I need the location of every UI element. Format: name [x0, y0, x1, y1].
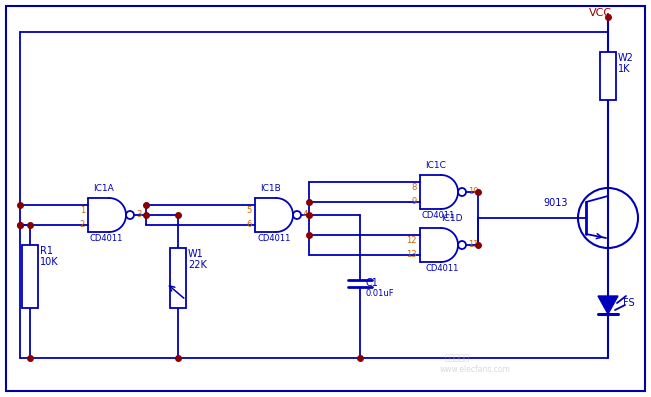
Circle shape — [458, 241, 466, 249]
Circle shape — [126, 211, 134, 219]
Text: CD4011: CD4011 — [422, 211, 456, 220]
Text: CD4011: CD4011 — [257, 234, 290, 243]
Text: 11: 11 — [468, 240, 478, 249]
Text: 13: 13 — [406, 250, 417, 259]
Text: W2: W2 — [618, 53, 634, 63]
Text: 电子发烧友: 电子发烧友 — [445, 353, 470, 362]
Text: C1: C1 — [365, 278, 378, 288]
Polygon shape — [598, 296, 618, 314]
Text: 12: 12 — [406, 236, 417, 245]
Text: CD4011: CD4011 — [90, 234, 124, 243]
Text: 3: 3 — [136, 210, 141, 219]
Text: 9: 9 — [411, 197, 417, 206]
Text: 5: 5 — [247, 206, 252, 215]
Text: 22K: 22K — [188, 260, 207, 270]
Text: IC1B: IC1B — [260, 184, 281, 193]
Bar — [600, 52, 616, 100]
Text: CD4011: CD4011 — [425, 264, 458, 273]
Text: www.elecfans.com: www.elecfans.com — [440, 365, 511, 374]
Bar — [170, 248, 186, 308]
Text: 8: 8 — [411, 183, 417, 192]
Text: 0.01uF: 0.01uF — [365, 289, 394, 298]
Text: 6: 6 — [247, 220, 252, 229]
Circle shape — [293, 211, 301, 219]
Bar — [22, 245, 38, 308]
Text: 10: 10 — [468, 187, 478, 196]
Text: 1: 1 — [80, 206, 85, 215]
Text: IC1D: IC1D — [441, 214, 462, 223]
Text: 10K: 10K — [40, 257, 59, 267]
Text: 2: 2 — [80, 220, 85, 229]
Text: W1: W1 — [188, 249, 204, 259]
Text: VCC: VCC — [589, 8, 611, 18]
Text: FS: FS — [623, 298, 635, 308]
Text: IC1A: IC1A — [93, 184, 114, 193]
Text: IC1C: IC1C — [425, 161, 446, 170]
Text: 1K: 1K — [618, 64, 631, 74]
Text: R1: R1 — [40, 246, 53, 256]
Circle shape — [458, 188, 466, 196]
Text: 4: 4 — [303, 210, 309, 219]
Text: 9013: 9013 — [543, 198, 568, 208]
